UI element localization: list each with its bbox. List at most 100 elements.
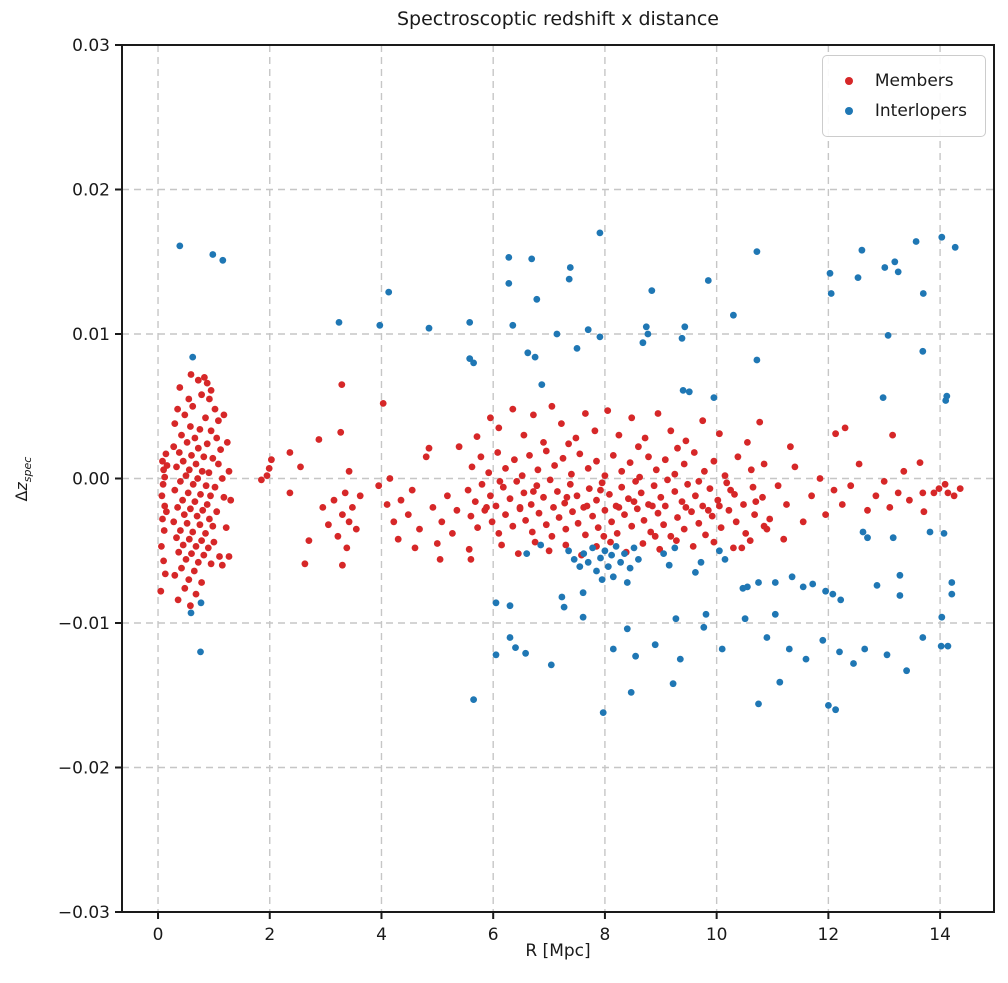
data-point-members: [530, 411, 537, 419]
data-point-members: [213, 434, 221, 442]
data-point-members: [178, 431, 185, 439]
data-point-interlopers: [942, 397, 950, 404]
data-point-members: [467, 556, 475, 563]
data-point-interlopers: [589, 544, 596, 552]
data-point-members: [569, 508, 576, 516]
y-tick-label: 0.00: [72, 470, 110, 490]
data-point-members: [436, 556, 444, 563]
data-point-interlopers: [596, 333, 604, 341]
data-point-members: [652, 466, 660, 474]
x-tick-label: 10: [706, 925, 728, 945]
data-point-members: [730, 544, 737, 552]
x-tick-label: 6: [488, 925, 499, 945]
data-point-members: [192, 543, 200, 550]
data-point-members: [832, 430, 839, 438]
legend-item-members: Members: [837, 66, 967, 96]
data-point-interlopers: [881, 264, 889, 271]
data-point-interlopers: [579, 589, 587, 597]
data-point-members: [535, 509, 543, 517]
data-point-interlopers: [940, 530, 948, 537]
data-point-members: [682, 437, 690, 445]
data-point-members: [734, 453, 742, 461]
data-point-interlopers: [858, 246, 866, 254]
data-point-members: [721, 472, 729, 479]
data-point-interlopers: [512, 644, 519, 651]
data-point-members: [176, 384, 184, 391]
data-point-interlopers: [825, 702, 832, 709]
data-point-members: [173, 463, 180, 471]
data-point-members: [207, 427, 215, 435]
x-tick-label: 4: [376, 925, 387, 945]
data-point-members: [192, 460, 200, 468]
data-point-members: [716, 502, 723, 510]
data-point-members: [680, 525, 688, 533]
data-point-members: [738, 544, 746, 552]
data-point-interlopers: [919, 290, 927, 297]
data-point-members: [708, 512, 716, 520]
data-point-members: [717, 524, 725, 531]
data-point-members: [657, 493, 665, 501]
data-point-members: [198, 467, 206, 475]
data-point-members: [203, 501, 211, 508]
data-point-members: [935, 485, 943, 492]
data-point-members: [481, 506, 489, 514]
data-point-members: [682, 504, 690, 511]
data-point-members: [656, 545, 664, 553]
data-point-members: [725, 506, 733, 514]
data-point-members: [179, 496, 187, 504]
data-point-interlopers: [547, 661, 555, 669]
data-point-members: [674, 514, 681, 521]
data-point-members: [548, 402, 556, 410]
data-point-members: [633, 505, 641, 513]
data-point-members: [608, 518, 615, 526]
data-point-interlopers: [599, 709, 607, 716]
data-point-members: [816, 475, 824, 482]
data-point-members: [217, 446, 225, 453]
data-point-members: [513, 478, 521, 485]
data-point-members: [334, 532, 342, 540]
data-point-interlopers: [665, 561, 673, 569]
data-point-members: [184, 489, 192, 497]
data-point-members: [227, 496, 235, 504]
data-point-members: [540, 493, 547, 501]
data-point-members: [397, 496, 405, 504]
data-point-members: [173, 534, 180, 542]
data-point-members: [180, 511, 188, 518]
data-point-members: [473, 433, 481, 440]
x-tick-label: 0: [153, 925, 164, 945]
data-point-members: [171, 571, 179, 579]
data-point-members: [194, 475, 202, 482]
data-point-members: [207, 492, 214, 500]
data-point-members: [341, 489, 349, 497]
data-point-members: [714, 496, 722, 504]
series-interlopers: [176, 229, 959, 716]
data-point-interlopers: [627, 689, 635, 696]
y-tick-label: −0.02: [58, 759, 110, 779]
data-point-members: [791, 463, 799, 471]
data-point-members: [175, 548, 183, 556]
data-point-members: [530, 488, 537, 495]
data-point-interlopers: [672, 615, 680, 623]
data-point-interlopers: [704, 277, 712, 284]
data-point-interlopers: [948, 590, 956, 598]
data-point-interlopers: [584, 326, 592, 334]
data-point-members: [158, 543, 165, 550]
data-point-interlopers: [884, 332, 892, 339]
data-point-members: [723, 479, 731, 487]
data-point-members: [408, 486, 416, 494]
data-point-members: [716, 430, 723, 438]
data-point-interlopers: [859, 528, 867, 536]
data-point-interlopers: [873, 582, 881, 589]
data-point-members: [534, 466, 542, 474]
data-point-members: [157, 587, 165, 595]
data-point-members: [161, 570, 169, 578]
data-point-members: [218, 561, 226, 569]
legend: Members Interlopers: [821, 55, 986, 137]
data-point-members: [188, 550, 195, 557]
data-point-members: [830, 486, 838, 494]
data-point-interlopers: [632, 652, 639, 660]
data-point-members: [487, 492, 494, 500]
data-point-interlopers: [579, 613, 587, 621]
